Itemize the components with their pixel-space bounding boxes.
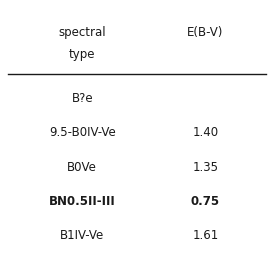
Text: B1IV-Ve: B1IV-Ve [60, 229, 104, 242]
Text: 1.61: 1.61 [192, 229, 219, 242]
Text: 0.75: 0.75 [191, 195, 220, 208]
Text: type: type [69, 48, 95, 61]
Text: B0Ve: B0Ve [67, 161, 97, 174]
Text: E(B-V): E(B-V) [187, 26, 224, 39]
Text: B?e: B?e [72, 92, 93, 105]
Text: spectral: spectral [58, 26, 106, 39]
Text: 9.5-B0IV-Ve: 9.5-B0IV-Ve [49, 126, 116, 139]
Text: BN0.5II-III: BN0.5II-III [49, 195, 116, 208]
Text: 1.40: 1.40 [192, 126, 219, 139]
Text: 1.35: 1.35 [193, 161, 218, 174]
